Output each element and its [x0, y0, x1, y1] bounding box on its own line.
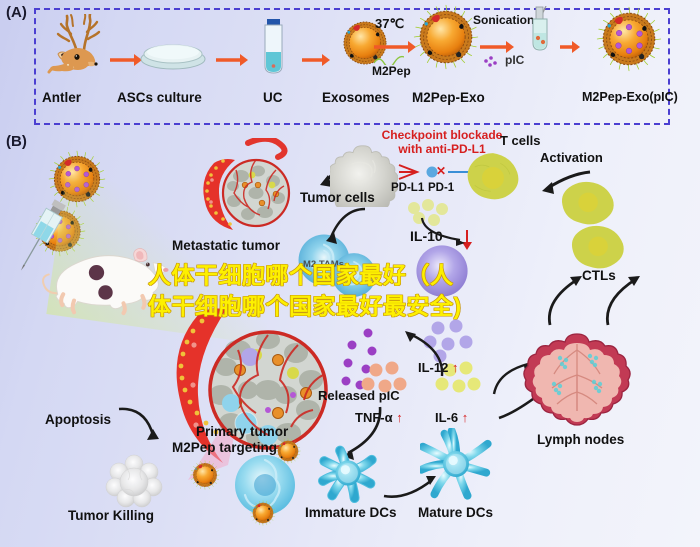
- svg-text:✕: ✕: [436, 164, 446, 178]
